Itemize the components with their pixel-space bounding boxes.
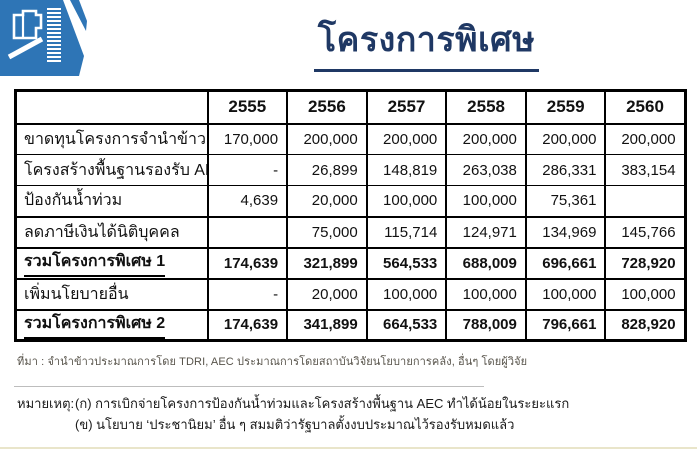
value-cell: 321,899 (286, 246, 368, 279)
divider-line (14, 386, 484, 387)
value-cell: 145,766 (604, 215, 687, 248)
value-cell: 688,009 (445, 246, 527, 279)
row-label: รวมโครงการพิเศษ 1 (14, 246, 209, 279)
value-cell (206, 215, 289, 248)
note-item: (ก) การเบิกจ่ายโครงการป้องกันน้ำท่วมและโ… (75, 396, 570, 411)
value-cell: 263,038 (445, 154, 527, 186)
value-cell: 788,009 (445, 308, 527, 341)
year-header: 2559 (524, 90, 607, 125)
table-row: เพิ่มนโยบายอื่น - 20,000 100,000 100,000… (14, 277, 687, 310)
value-cell: 728,920 (604, 246, 687, 279)
row-label: ป้องกันน้ำท่วม (14, 185, 209, 217)
table-row: ลดภาษีเงินได้นิติบุคคล 75,000 115,714 12… (14, 215, 687, 248)
value-cell: 100,000 (604, 277, 687, 310)
table-header-row: 2555 2556 2557 2558 2559 2560 (14, 90, 687, 125)
note-item: (ข) นโยบาย ‘ประชานิยม’ อื่น ๆ สมมติว่ารั… (75, 417, 515, 432)
year-header: 2560 (604, 90, 687, 125)
tdri-logo-icon (0, 0, 87, 76)
value-cell: 26,899 (286, 154, 368, 186)
value-cell: 100,000 (445, 277, 527, 310)
value-cell: - (206, 277, 289, 310)
year-header: 2557 (365, 90, 448, 125)
value-cell: 170,000 (206, 123, 289, 155)
special-projects-table: 2555 2556 2557 2558 2559 2560 ขาดทุนโครง… (14, 89, 687, 342)
table-row: ป้องกันน้ำท่วม 4,639 20,000 100,000 100,… (14, 185, 687, 217)
value-cell: 796,661 (524, 308, 607, 341)
table-row-total-2: รวมโครงการพิเศษ 2 174,639 341,899 664,53… (14, 308, 687, 341)
table-row-total-1: รวมโครงการพิเศษ 1 174,639 321,899 564,53… (14, 246, 687, 279)
value-cell: 696,661 (524, 246, 607, 279)
row-label: เพิ่มนโยบายอื่น (14, 277, 209, 310)
value-cell: 148,819 (365, 154, 448, 186)
row-label: ลดภาษีเงินได้นิติบุคคล (14, 215, 209, 248)
value-cell: 100,000 (365, 185, 448, 217)
notes-block: หมายเหตุ: (ก) การเบิกจ่ายโครงการป้องกันน… (17, 393, 687, 435)
year-header: 2555 (206, 90, 289, 125)
value-cell: 286,331 (524, 154, 607, 186)
value-cell: 100,000 (365, 277, 448, 310)
row-label: รวมโครงการพิเศษ 2 (14, 308, 209, 341)
value-cell: 174,639 (206, 246, 289, 279)
value-cell (604, 185, 687, 217)
table-row: ขาดทุนโครงการจำนำข้าว 170,000 200,000 20… (14, 123, 687, 155)
notes-label: หมายเหตุ: (17, 396, 75, 411)
bottom-accent-rule (0, 447, 697, 449)
value-cell: 383,154 (604, 154, 687, 186)
year-header: 2556 (286, 90, 368, 125)
row-label: โครงสร้างพื้นฐานรองรับ AEC (14, 154, 209, 186)
value-cell: 200,000 (286, 123, 368, 155)
value-cell: 564,533 (365, 246, 448, 279)
value-cell: 100,000 (524, 277, 607, 310)
value-cell: 4,639 (206, 185, 289, 217)
corner-cell (14, 90, 209, 125)
value-cell: 200,000 (445, 123, 527, 155)
value-cell: 200,000 (365, 123, 448, 155)
source-note: ที่มา : จำนำข้าวประมาณการโดย TDRI, AEC ป… (17, 356, 528, 368)
value-cell: 341,899 (286, 308, 368, 341)
value-cell: 115,714 (365, 215, 448, 248)
tdri-logo (0, 0, 88, 81)
year-header: 2558 (445, 90, 527, 125)
value-cell: 124,971 (445, 215, 527, 248)
value-cell: 664,533 (365, 308, 448, 341)
value-cell: 828,920 (604, 308, 687, 341)
page-title: โครงการพิเศษ (313, 12, 540, 72)
value-cell: 134,969 (524, 215, 607, 248)
slide-title-wrap: โครงการพิเศษ (160, 12, 693, 72)
value-cell: 75,000 (286, 215, 368, 248)
value-cell: 20,000 (286, 185, 368, 217)
value-cell: 75,361 (524, 185, 607, 217)
value-cell: 20,000 (286, 277, 368, 310)
value-cell: 200,000 (524, 123, 607, 155)
row-label: ขาดทุนโครงการจำนำข้าว (14, 123, 209, 155)
value-cell: 100,000 (445, 185, 527, 217)
value-cell: - (206, 154, 289, 186)
value-cell: 174,639 (206, 308, 289, 341)
value-cell: 200,000 (604, 123, 687, 155)
table-row: โครงสร้างพื้นฐานรองรับ AEC - 26,899 148,… (14, 154, 687, 186)
